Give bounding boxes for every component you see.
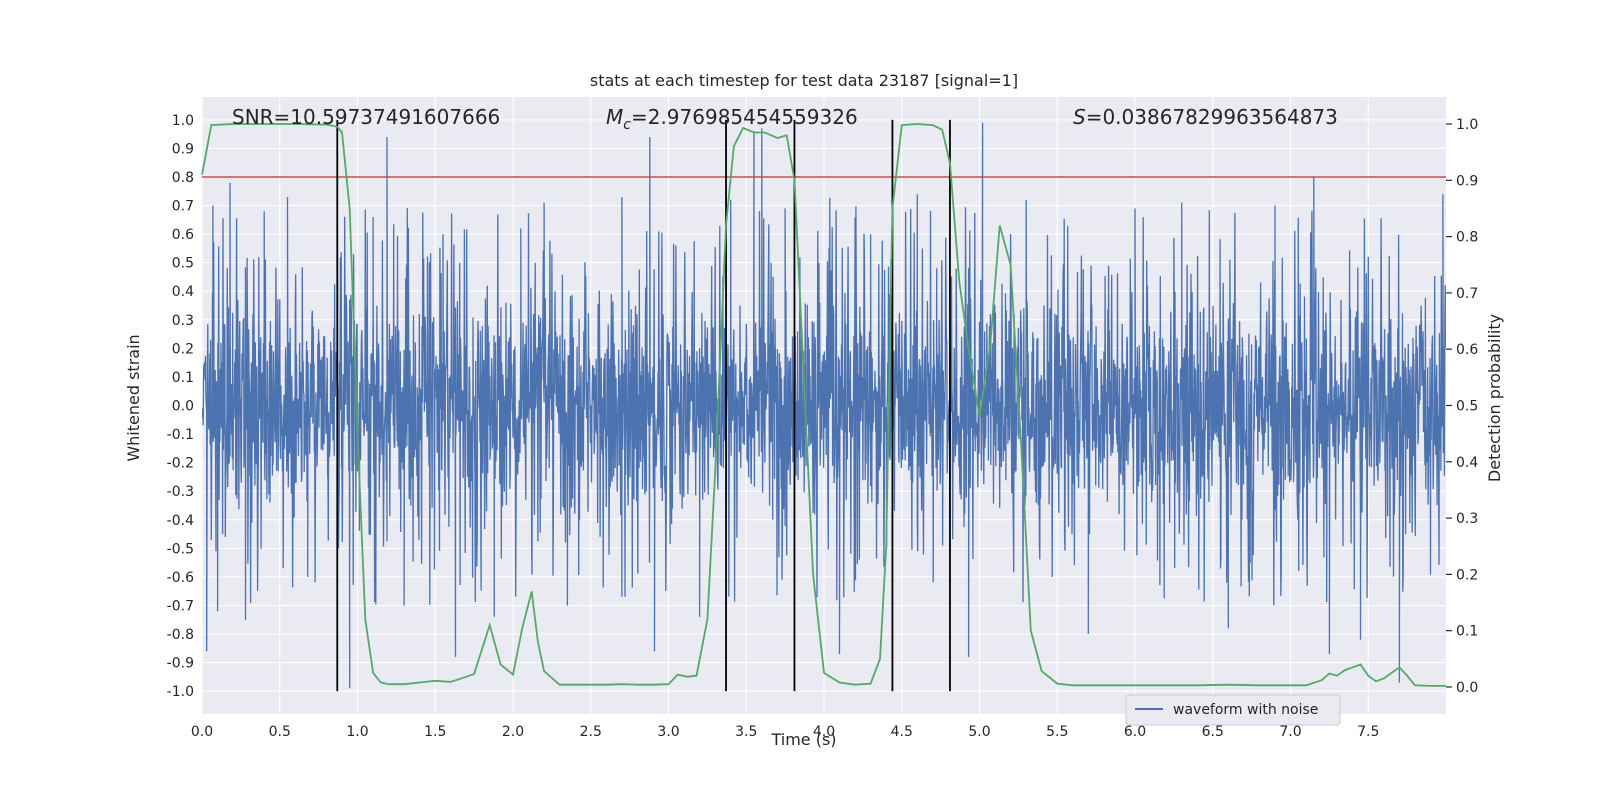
y-left-tick-label: 0.0 <box>172 399 194 415</box>
y-left-tick-label: 0.3 <box>172 313 194 329</box>
x-tick-label: 4.5 <box>891 724 913 740</box>
legend-label: waveform with noise <box>1173 702 1318 718</box>
x-tick-label: 1.5 <box>424 724 446 740</box>
y-left-tick-label: 0.7 <box>172 199 194 215</box>
y-left-tick-label: -0.2 <box>167 456 194 472</box>
x-tick-label: 7.0 <box>1279 724 1301 740</box>
y-right-tick-label: 0.5 <box>1456 399 1478 415</box>
x-tick-label: 7.5 <box>1357 724 1379 740</box>
y-right-tick-label: 0.2 <box>1456 567 1478 583</box>
x-tick-label: 1.0 <box>346 724 368 740</box>
x-tick-label: 3.0 <box>657 724 679 740</box>
y-right-tick-label: 1.0 <box>1456 117 1478 133</box>
x-tick-label: 3.5 <box>735 724 757 740</box>
s-value: =0.03867829963564873 <box>1086 105 1338 129</box>
y-left-tick-label: 0.5 <box>172 256 194 272</box>
y-right-tick-label: 0.7 <box>1456 286 1478 302</box>
x-tick-label: 6.0 <box>1124 724 1146 740</box>
x-tick-label: 2.5 <box>580 724 602 740</box>
y-right-tick-label: 0.8 <box>1456 230 1478 246</box>
x-tick-label: 5.0 <box>968 724 990 740</box>
y-left-tick-label: -0.8 <box>167 627 194 643</box>
x-axis-ticks: 0.0 0.5 1.0 1.5 2.0 2.5 3.0 3.5 4.0 4.5 5.0 5.5 6.0 6… <box>191 724 1380 740</box>
y-left-tick-label: 0.2 <box>172 341 194 357</box>
x-tick-label: 0.0 <box>191 724 213 740</box>
detection-probability-line <box>201 123 1446 687</box>
y-left-tick-label: 1.0 <box>172 113 194 129</box>
y-right-tick-label: 0.1 <box>1456 624 1478 640</box>
x-tick-label: 4.0 <box>813 724 835 740</box>
x-tick-label: 6.5 <box>1202 724 1224 740</box>
y-left-tick-label: -0.6 <box>167 570 194 586</box>
left-axis-ticks: 1.0 0.9 0.8 0.7 0.6 0.5 0.4 0.3 0.2 0.1 0.0 -0.1 -0.… <box>167 113 194 700</box>
waveform-series <box>202 122 1446 689</box>
chirp-mass-annotation: Mc=2.976985454559326 <box>606 105 858 133</box>
s-symbol: S <box>1073 105 1086 129</box>
y-left-tick-label: -1.0 <box>167 684 194 700</box>
y-right-tick-label: 0.3 <box>1456 511 1478 527</box>
y-left-tick-label: 0.4 <box>172 284 194 300</box>
right-axis-ticks: 1.0 0.9 0.8 0.7 0.6 0.5 0.4 0.3 0.2 0.1 0.0 <box>1446 117 1478 696</box>
y-right-tick-label: 0.6 <box>1456 342 1478 358</box>
y-right-tick-label: 0.0 <box>1456 680 1478 696</box>
y-left-tick-label: -0.9 <box>167 656 194 672</box>
y-left-tick-label: 0.9 <box>172 141 194 157</box>
s-annotation: S=0.03867829963564873 <box>1073 105 1338 129</box>
y-axis-right-label: Detection probability <box>1485 314 1504 482</box>
y-left-tick-label: 0.1 <box>172 370 194 386</box>
x-tick-label: 5.5 <box>1046 724 1068 740</box>
y-left-tick-label: 0.8 <box>172 170 194 186</box>
chirp-mass-symbol: M <box>606 105 623 129</box>
x-tick-label: 0.5 <box>269 724 291 740</box>
chirp-mass-value: =2.976985454559326 <box>631 105 858 129</box>
legend: waveform with noise <box>1125 694 1341 726</box>
waveform-with-noise-line <box>202 122 1446 689</box>
y-left-tick-label: -0.4 <box>167 513 194 529</box>
y-right-tick-label: 0.9 <box>1456 173 1478 189</box>
y-left-tick-label: -0.1 <box>167 427 194 443</box>
chart-title: stats at each timestep for test data 231… <box>590 71 1018 90</box>
x-axis-label: Time (s) <box>770 730 836 749</box>
y-left-tick-label: 0.6 <box>172 227 194 243</box>
x-tick-label: 2.0 <box>502 724 524 740</box>
y-left-tick-label: -0.3 <box>167 484 194 500</box>
legend-box <box>1125 694 1341 726</box>
y-left-tick-label: -0.7 <box>167 598 194 614</box>
snr-annotation: SNR=10.59737491607666 <box>232 105 500 129</box>
y-left-tick-label: -0.5 <box>167 541 194 557</box>
y-right-tick-label: 0.4 <box>1456 455 1478 471</box>
y-axis-left-label: Whitened strain <box>124 334 143 461</box>
chirp-mass-subscript: c <box>623 117 631 133</box>
